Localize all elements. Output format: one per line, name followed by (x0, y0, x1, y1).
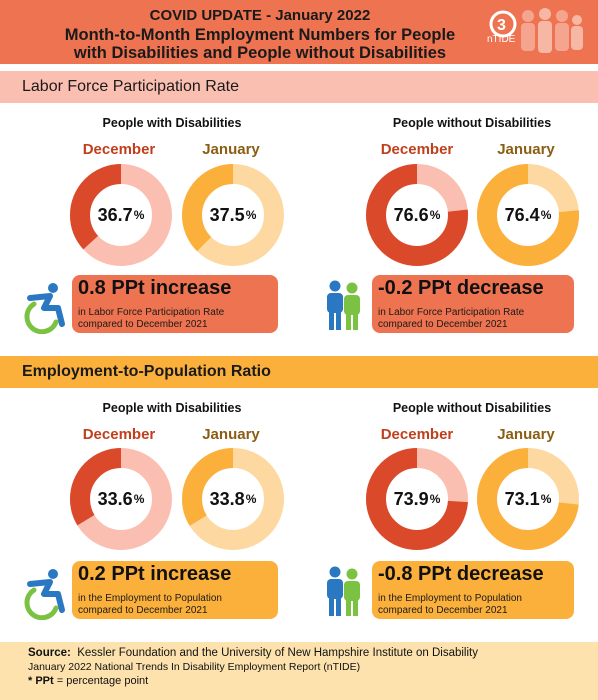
month-label-december: December (82, 141, 156, 158)
change-callout: 0.8 PPt increase in Labor Force Particip… (72, 275, 278, 333)
donut-chart: 76.4% (476, 163, 580, 267)
donut-value: 33.6 (97, 488, 133, 509)
donut-chart: 73.9% (365, 447, 469, 551)
donut-value-arc (477, 164, 579, 266)
wheelchair-user-icon (24, 283, 65, 334)
change-note: in the Employment to Population compared… (78, 593, 222, 616)
month-label-january: January (202, 141, 260, 158)
donut-chart: 76.6% (365, 163, 469, 267)
donut-value: 73.1 (504, 488, 540, 509)
donut-value-arc (70, 448, 172, 550)
donut-value-arc (366, 164, 468, 266)
change-value: -0.2 PPt decrease (378, 277, 544, 299)
change-callout: 0.2 PPt increase in the Employment to Po… (72, 561, 278, 619)
donut-value: 76.6 (393, 204, 429, 225)
two-people-icon (327, 566, 360, 616)
svg-text:3: 3 (497, 17, 506, 34)
change-value: 0.8 PPt increase (78, 277, 232, 299)
section-bar-labor-force: Labor Force Participation Rate (0, 71, 598, 103)
month-label-december: December (380, 426, 454, 443)
month-label-december: December (380, 141, 454, 158)
donut-chart: 73.1% (476, 447, 580, 551)
change-note: in the Employment to Population compared… (378, 593, 522, 616)
donut-value-arc (70, 164, 172, 266)
header-banner: COVID UPDATE - January 2022 Month-to-Mon… (0, 0, 598, 64)
group-title: People with Disabilities (102, 116, 242, 130)
group-title: People without Disabilities (392, 116, 552, 130)
two-people-icon (327, 280, 360, 330)
change-note: in Labor Force Participation Rate compar… (378, 307, 525, 330)
change-note: in Labor Force Participation Rate compar… (78, 307, 225, 330)
group-title: People without Disabilities (392, 401, 552, 415)
donut-chart: 33.8% (181, 447, 285, 551)
donut-value: 36.7 (97, 204, 133, 225)
header-subtitle: Month-to-Month Employment Numbers for Pe… (64, 26, 456, 62)
month-label-december: December (82, 426, 156, 443)
logo-text: nTIDE (487, 34, 516, 45)
donut-chart: 33.6% (69, 447, 173, 551)
section-title: Labor Force Participation Rate (22, 78, 239, 95)
wheelchair-user-icon (24, 569, 65, 620)
group-title: People with Disabilities (102, 401, 242, 415)
month-label-january: January (497, 141, 555, 158)
footer: Source: Kessler Foundation and the Unive… (0, 642, 598, 700)
change-callout: -0.2 PPt decrease in Labor Force Partici… (372, 275, 574, 333)
donut-value: 76.4 (504, 204, 540, 225)
donut-value-arc (477, 448, 579, 550)
change-value: 0.2 PPt increase (78, 563, 232, 585)
donut-value-arc (366, 448, 468, 550)
header-title: COVID UPDATE - January 2022 (149, 7, 371, 24)
change-callout: -0.8 PPt decrease in the Employment to P… (372, 561, 574, 619)
section-title: Employment-to-Population Ratio (22, 363, 271, 380)
footer-report: January 2022 National Trends In Disabili… (28, 661, 361, 673)
donut-value: 73.9 (393, 488, 429, 509)
donut-value-arc (182, 164, 284, 266)
change-value: -0.8 PPt decrease (378, 563, 544, 585)
donut-chart: 37.5% (181, 163, 285, 267)
donut-value: 37.5 (209, 204, 245, 225)
ntide-logo-icon: 3 (489, 8, 583, 53)
footer-source: Source: Kessler Foundation and the Unive… (28, 647, 478, 659)
donut-chart: 36.7% (69, 163, 173, 267)
month-label-january: January (497, 426, 555, 443)
donut-value-arc (182, 448, 284, 550)
donut-value: 33.8 (209, 488, 245, 509)
month-label-january: January (202, 426, 260, 443)
section-bar-employment-population: Employment-to-Population Ratio (0, 356, 598, 388)
footer-ppt-note: * PPt = percentage point (28, 675, 149, 687)
